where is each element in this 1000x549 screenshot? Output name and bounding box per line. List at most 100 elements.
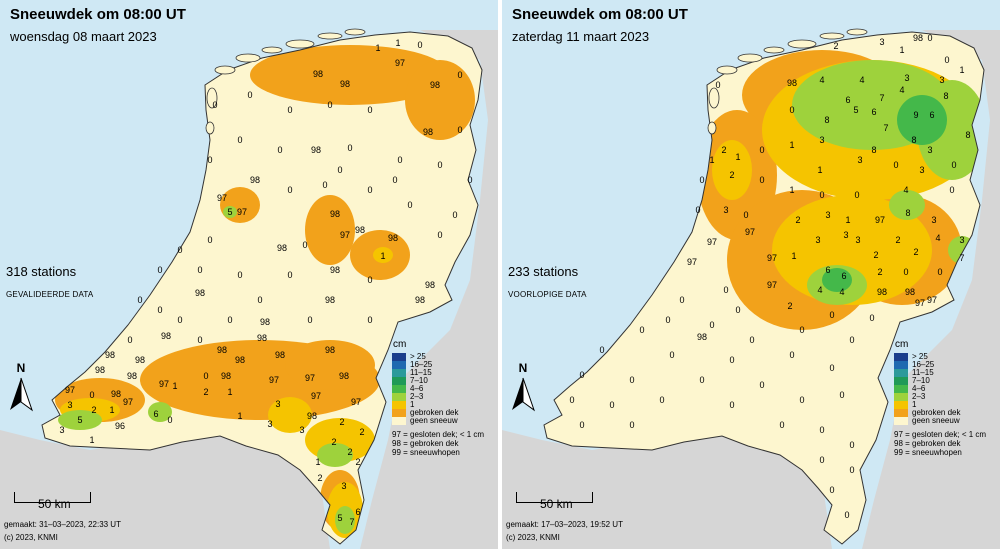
snow-zone xyxy=(405,60,475,140)
station-value: 98 xyxy=(340,79,350,89)
station-value: 0 xyxy=(937,267,942,277)
station-value: 98 xyxy=(311,145,321,155)
station-value: 0 xyxy=(695,205,700,215)
legend-entry: geen sneeuw xyxy=(392,417,498,425)
station-value: 0 xyxy=(927,33,932,43)
legend-note: 97 = gesloten dek; < 1 cm xyxy=(392,430,485,439)
island xyxy=(344,28,366,36)
station-value: 0 xyxy=(839,390,844,400)
station-value: 1 xyxy=(227,387,232,397)
station-value: 2 xyxy=(203,387,208,397)
snow-zones xyxy=(55,45,475,538)
station-value: 0 xyxy=(227,315,232,325)
station-value: 96 xyxy=(115,421,125,431)
legend-label: 2–3 xyxy=(912,392,926,401)
station-value: 7 xyxy=(883,123,888,133)
wadden-islands xyxy=(205,28,366,135)
station-value: 98 xyxy=(339,371,349,381)
station-value: 3 xyxy=(67,400,72,410)
legend: cm > 25 16–25 11–15 7–10 4–6 2–3 1 gebroken dek… xyxy=(392,339,498,457)
station-value: 0 xyxy=(759,145,764,155)
station-value: 97 xyxy=(65,385,75,395)
station-value: 1 xyxy=(375,43,380,53)
legend-entry: geen sneeuw xyxy=(894,417,1000,425)
station-value: 0 xyxy=(729,400,734,410)
legend-entry: 2–3 xyxy=(894,393,1000,401)
snow-zone xyxy=(268,397,312,433)
station-value: 2 xyxy=(913,247,918,257)
station-value: 3 xyxy=(275,399,280,409)
station-value: 1 xyxy=(735,152,740,162)
legend-swatch xyxy=(392,409,406,417)
station-value: 0 xyxy=(277,145,282,155)
station-value: 3 xyxy=(879,37,884,47)
legend-note: 98 = gebroken dek xyxy=(894,439,961,448)
legend-swatch xyxy=(894,385,908,393)
legend-entry: 11–15 xyxy=(392,369,498,377)
station-value: 98 xyxy=(787,78,797,88)
snow-zone xyxy=(373,247,393,263)
station-value: 97 xyxy=(687,257,697,267)
station-value: 97 xyxy=(915,298,925,308)
snow-zone xyxy=(285,340,375,390)
island xyxy=(317,32,343,40)
station-value: 98 xyxy=(330,265,340,275)
station-value: 3 xyxy=(825,210,830,220)
station-value: 0 xyxy=(699,175,704,185)
station-value: 6 xyxy=(153,409,158,419)
station-value: 97 xyxy=(351,397,361,407)
station-value: 1 xyxy=(315,457,320,467)
station-value: 98 xyxy=(325,345,335,355)
station-value: 0 xyxy=(949,185,954,195)
station-value: 98 xyxy=(105,350,115,360)
station-value: 0 xyxy=(212,100,217,110)
station-value: 0 xyxy=(457,70,462,80)
north-label: N xyxy=(519,361,528,375)
station-value: 2 xyxy=(339,417,344,427)
station-value: 0 xyxy=(893,160,898,170)
station-value: 98 xyxy=(161,331,171,341)
station-value: 98 xyxy=(697,332,707,342)
map-panel-left: 1 1 0 98 97 98 98 0 0 0 0 0 98 0 0 0 0 98 0 0 0 0 98 0 0 0 0 97 5 97 9… xyxy=(0,0,498,549)
legend-entry: 16–25 xyxy=(894,361,1000,369)
station-value: 3 xyxy=(939,75,944,85)
station-value: 0 xyxy=(367,105,372,115)
station-value: 4 xyxy=(899,85,904,95)
station-value: 5 xyxy=(853,105,858,115)
island xyxy=(819,32,845,40)
station-value: 0 xyxy=(609,400,614,410)
station-value: 98 xyxy=(257,333,267,343)
legend-note: 98 = gebroken dek xyxy=(392,439,459,448)
station-value: 3 xyxy=(819,135,824,145)
made-timestamp: gemaakt: 31–03–2023, 22:33 UT xyxy=(4,520,121,529)
station-value: 98 xyxy=(415,295,425,305)
station-value: 98 xyxy=(423,127,433,137)
station-value: 0 xyxy=(759,175,764,185)
station-value: 98 xyxy=(425,280,435,290)
island xyxy=(261,46,283,54)
station-value: 2 xyxy=(91,405,96,415)
station-value: 1 xyxy=(845,215,850,225)
island xyxy=(716,65,738,75)
station-value: 0 xyxy=(735,305,740,315)
station-value: 0 xyxy=(789,350,794,360)
legend-swatch xyxy=(894,409,908,417)
station-value: 1 xyxy=(791,251,796,261)
legend-swatch xyxy=(392,385,406,393)
legend-swatch xyxy=(392,417,406,425)
station-count: 318 stations xyxy=(6,264,77,279)
legend-swatch xyxy=(894,393,908,401)
legend-swatch xyxy=(894,369,908,377)
station-value: 0 xyxy=(749,335,754,345)
station-value: 1 xyxy=(172,381,177,391)
snow-zones xyxy=(697,50,984,330)
station-value: 0 xyxy=(951,160,956,170)
legend-label: 4–6 xyxy=(410,384,424,393)
legend-swatch xyxy=(894,377,908,385)
station-value: 3 xyxy=(299,425,304,435)
station-value: 98 xyxy=(127,371,137,381)
legend-label: > 25 xyxy=(410,352,426,361)
station-value: 3 xyxy=(919,165,924,175)
map-date: woensdag 08 maart 2023 xyxy=(10,29,157,44)
legend-label: 4–6 xyxy=(912,384,926,393)
